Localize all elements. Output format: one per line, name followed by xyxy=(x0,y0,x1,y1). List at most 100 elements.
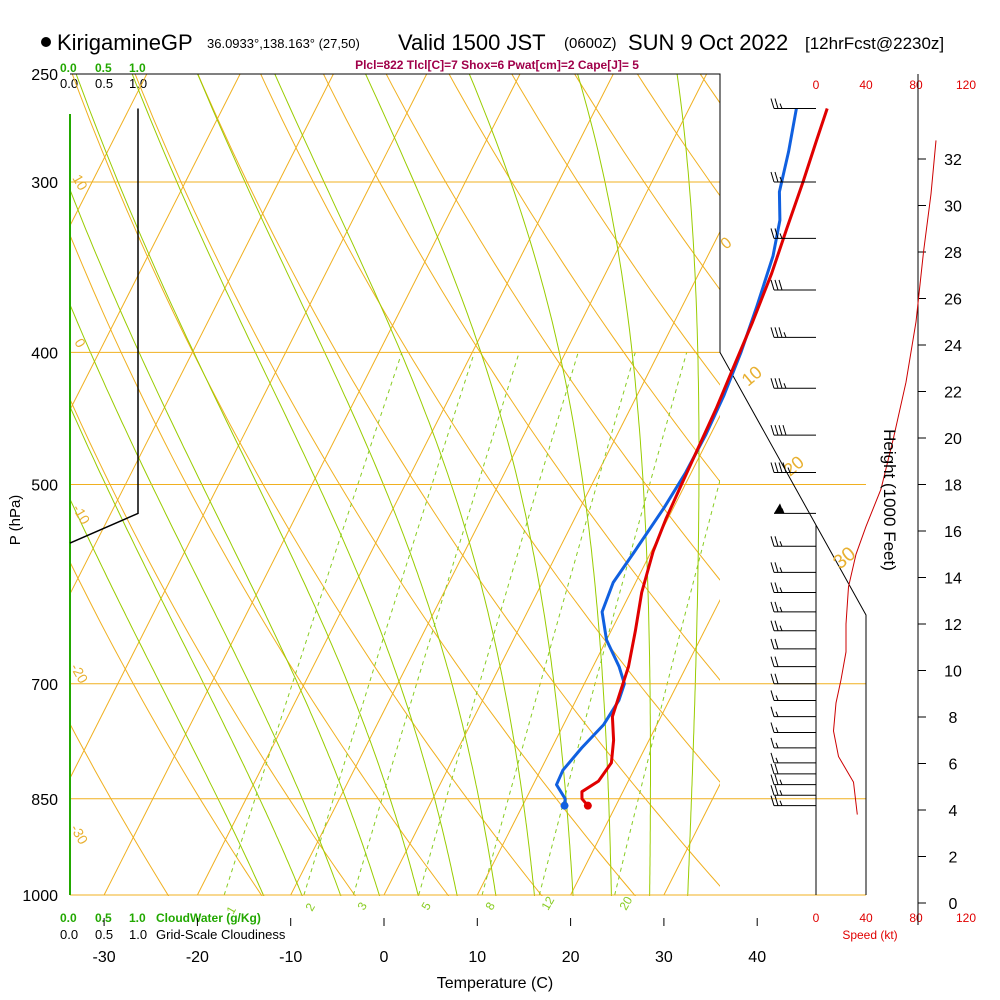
dry-adiabat-line xyxy=(197,74,720,887)
isotherm-label: 10 xyxy=(69,172,91,194)
speed-tick-bottom: 40 xyxy=(859,911,873,925)
mixing-ratio-label: 2 xyxy=(302,900,318,913)
wind-barb xyxy=(770,98,816,110)
wind-barb-half xyxy=(783,332,787,338)
dry-adiabat-line xyxy=(134,74,636,896)
moist-adiabat-line xyxy=(724,50,762,924)
dry-adiabat-line xyxy=(932,50,1000,924)
temperature-surface-marker xyxy=(583,801,592,810)
wind-barb-full xyxy=(770,690,775,701)
wind-barb-full xyxy=(770,620,775,631)
moist-adiabat-line xyxy=(577,74,651,896)
wind-barb-full xyxy=(774,795,779,806)
wind-barb-half xyxy=(779,800,783,806)
wind-barb-half xyxy=(783,383,787,389)
height-tick-label: 18 xyxy=(944,478,962,495)
height-tick-label: 0 xyxy=(949,896,958,913)
wind-barb xyxy=(770,737,816,749)
temperature-tick-label: 10 xyxy=(468,949,486,966)
dry-adiabat-line xyxy=(70,560,263,896)
dry-adiabat-line xyxy=(322,74,720,681)
dry-adiabat-line xyxy=(385,74,720,581)
cloudiness-profile xyxy=(69,108,139,544)
wind-barb-full xyxy=(770,673,775,684)
isobar-lines xyxy=(70,73,866,896)
wind-barb-half xyxy=(779,779,783,785)
cloudiness-line xyxy=(69,108,139,544)
wind-barb-half xyxy=(779,176,783,183)
wind-barb-full xyxy=(770,656,775,667)
wind-barb xyxy=(770,706,816,718)
isotherm-label: -30 xyxy=(67,822,91,848)
height-tick-label: 4 xyxy=(949,803,958,820)
wind-barb-full xyxy=(770,378,775,389)
wind-barb xyxy=(770,424,816,436)
wind-barb-full xyxy=(770,536,775,547)
dry-adiabat-line xyxy=(70,722,170,896)
dry-adiabat-line xyxy=(808,50,1000,924)
moist-adiabat-line xyxy=(70,405,303,896)
wind-barb-half xyxy=(775,727,779,733)
height-tick-label: 12 xyxy=(944,617,962,634)
wind-barb-half xyxy=(779,587,783,593)
plot-border xyxy=(70,73,867,895)
speed-tick-bottom: 0 xyxy=(813,911,820,925)
temperature-tick-label: -10 xyxy=(279,949,302,966)
wind-barb-full xyxy=(774,638,779,650)
station-name: KirigamineGP xyxy=(57,30,193,55)
wind-barb-full xyxy=(770,795,775,806)
wind-barb-full xyxy=(770,327,775,338)
temperature-tick-label: 40 xyxy=(748,949,766,966)
wind-barb-full xyxy=(770,601,775,613)
wind-barb xyxy=(770,378,816,389)
mixing-ratio-label: 8 xyxy=(482,899,498,912)
isotherm-label: 0 xyxy=(71,336,89,351)
wind-barb xyxy=(770,562,816,573)
height-tick-label: 8 xyxy=(949,710,958,727)
wind-barb-full xyxy=(774,673,779,684)
cloudwater-tick-bottom: 0.5 xyxy=(95,911,112,925)
wind-barb-half xyxy=(787,467,791,473)
mixing-ratio-line xyxy=(352,352,520,896)
station-coords: 36.0933°,138.163° (27,50) xyxy=(207,36,360,51)
wind-barb-full xyxy=(774,462,779,473)
pressure-tick-label: 500 xyxy=(31,478,58,495)
wind-barb xyxy=(774,503,816,514)
mixing-ratio-line xyxy=(303,352,475,896)
wind-barb xyxy=(770,763,816,775)
wind-barb-full xyxy=(774,774,779,785)
mixing-ratio-label: 20 xyxy=(616,894,635,913)
wind-barb xyxy=(770,171,816,183)
wind-barb xyxy=(770,228,816,239)
height-tick-label: 2 xyxy=(949,850,958,867)
valid-date: SUN 9 Oct 2022 xyxy=(628,30,788,55)
mixing-ratio-line xyxy=(538,352,688,896)
wind-barb xyxy=(770,327,816,338)
cloudwater-tick-top: 0.5 xyxy=(95,61,112,75)
dry-adiabat-line xyxy=(448,74,720,483)
wind-barb-full xyxy=(774,98,779,109)
wind-barb-full xyxy=(774,536,779,547)
wind-barb-full xyxy=(770,462,775,473)
wind-barb xyxy=(770,774,816,786)
cloudwater-label: CloudWater (g/Kg) xyxy=(156,911,261,925)
wind-barb-full xyxy=(770,722,775,733)
wind-barb-full xyxy=(770,171,775,183)
speed-tick-bottom: 120 xyxy=(956,911,976,925)
speed-tick-top: 120 xyxy=(956,78,976,92)
pressure-tick-label: 850 xyxy=(31,792,58,809)
wind-barb xyxy=(770,785,816,796)
wind-barb-full xyxy=(774,562,779,573)
adiabat-label: 10 xyxy=(738,362,766,390)
isotherm-line xyxy=(570,598,720,896)
isotherm-line xyxy=(70,74,241,411)
wind-barb-full xyxy=(774,171,779,183)
wind-barb xyxy=(770,752,816,764)
height-tick-label: 28 xyxy=(944,245,962,262)
wind-barb-full xyxy=(770,582,775,593)
wind-barb-full xyxy=(774,279,779,291)
wind-barb-half xyxy=(779,567,783,573)
cloudiness-tick-bottom: 0.0 xyxy=(60,927,78,942)
